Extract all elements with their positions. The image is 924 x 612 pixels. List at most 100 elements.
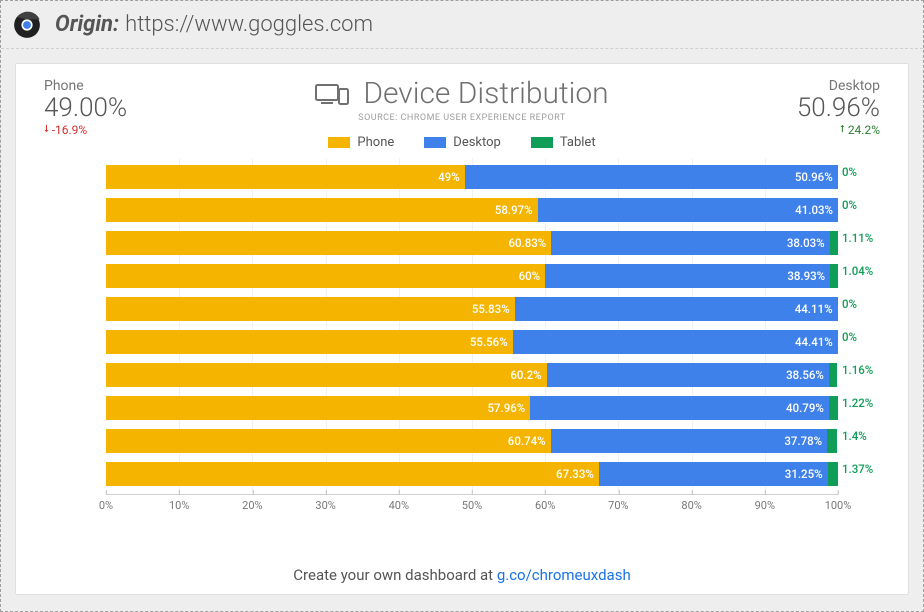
chart-row: Mar 201860.2%38.56%1.16% bbox=[106, 358, 838, 391]
x-tick: 60% bbox=[535, 495, 555, 512]
segment-desktop: 41.03% bbox=[538, 198, 838, 222]
x-tick: 80% bbox=[681, 495, 701, 512]
segment-label: 41.03% bbox=[795, 203, 833, 217]
arrow-up-icon: ⭡ bbox=[840, 124, 845, 135]
card-title-text: Device Distribution bbox=[363, 76, 608, 111]
bar-track: 60.74%37.78%1.4% bbox=[106, 429, 838, 453]
chart-row: May 201855.83%44.11%0% bbox=[106, 292, 838, 325]
segment-label: 60.74% bbox=[508, 434, 546, 448]
legend-item-desktop: Desktop bbox=[424, 135, 501, 150]
segment-tablet bbox=[830, 231, 838, 255]
segment-tablet bbox=[829, 396, 838, 420]
segment-label: 44.41% bbox=[795, 335, 833, 349]
origin-label: Origin: bbox=[55, 12, 119, 37]
segment-phone: 58.97% bbox=[106, 198, 538, 222]
segment-label: 60.83% bbox=[508, 236, 546, 250]
segment-phone: 49% bbox=[106, 165, 465, 189]
segment-tablet bbox=[827, 429, 837, 453]
x-tick: 30% bbox=[315, 495, 335, 512]
chart-row: Dec 201767.33%31.25%1.37% bbox=[106, 457, 838, 490]
bar-track: 58.97%41.03%0% bbox=[106, 198, 838, 222]
card-title: Device Distribution bbox=[315, 76, 608, 111]
segment-phone: 60.74% bbox=[106, 429, 551, 453]
devices-icon bbox=[315, 82, 349, 106]
x-tick: 50% bbox=[462, 495, 482, 512]
chart-row: Sep 201849%50.96%0% bbox=[106, 160, 838, 193]
segment-desktop: 50.96% bbox=[465, 165, 838, 189]
legend-item-tablet: Tablet bbox=[531, 135, 596, 150]
segment-desktop: 31.25% bbox=[599, 462, 828, 486]
bar-track: 49%50.96%0% bbox=[106, 165, 838, 189]
segment-label: 40.79% bbox=[786, 401, 824, 415]
legend-label: Tablet bbox=[560, 135, 596, 150]
chart-row: Jun 201860%38.93%1.04% bbox=[106, 259, 838, 292]
segment-label: 31.25% bbox=[785, 467, 823, 481]
chart-row: Jul 201860.83%38.03%1.11% bbox=[106, 226, 838, 259]
segment-phone: 55.56% bbox=[106, 330, 513, 354]
bar-track: 60.2%38.56%1.16% bbox=[106, 363, 838, 387]
footer-link[interactable]: g.co/chromeuxdash bbox=[497, 566, 631, 584]
segment-label: 49% bbox=[438, 170, 460, 184]
x-tick: 90% bbox=[755, 495, 775, 512]
chart-row: Jan 201860.74%37.78%1.4% bbox=[106, 424, 838, 457]
bar-track: 67.33%31.25%1.37% bbox=[106, 462, 838, 486]
tablet-out-label: 0% bbox=[842, 330, 882, 344]
segment-label: 67.33% bbox=[556, 467, 594, 481]
bar-track: 60%38.93%1.04% bbox=[106, 264, 838, 288]
segment-label: 38.56% bbox=[786, 368, 824, 382]
legend-swatch-phone bbox=[328, 137, 350, 148]
chrome-icon bbox=[13, 11, 41, 39]
tablet-out-label: 0% bbox=[842, 297, 882, 311]
chart-row: Feb 201857.96%40.79%1.22% bbox=[106, 391, 838, 424]
segment-desktop: 44.11% bbox=[515, 297, 838, 321]
segment-phone: 60% bbox=[106, 264, 545, 288]
segment-desktop: 38.93% bbox=[545, 264, 830, 288]
tablet-out-label: 1.04% bbox=[842, 264, 882, 278]
card-subtitle: SOURCE: CHROME USER EXPERIENCE REPORT bbox=[358, 113, 565, 123]
bar-track: 60.83%38.03%1.11% bbox=[106, 231, 838, 255]
segment-phone: 55.83% bbox=[106, 297, 515, 321]
tablet-out-label: 1.11% bbox=[842, 231, 882, 245]
segment-label: 55.56% bbox=[470, 335, 508, 349]
origin-bar: Origin: https://www.goggles.com bbox=[1, 1, 923, 49]
segment-label: 38.03% bbox=[787, 236, 825, 250]
segment-label: 57.96% bbox=[487, 401, 525, 415]
card-title-row: Device Distribution SOURCE: CHROME USER … bbox=[36, 76, 888, 123]
origin-url: https://www.goggles.com bbox=[125, 12, 373, 37]
legend-swatch-tablet bbox=[531, 137, 553, 148]
x-tick: 0% bbox=[99, 495, 113, 512]
segment-phone: 60.83% bbox=[106, 231, 551, 255]
segment-desktop: 40.79% bbox=[530, 396, 829, 420]
segment-label: 60% bbox=[519, 269, 541, 283]
chart: Sep 201849%50.96%0%Aug 201858.97%41.03%0… bbox=[36, 160, 888, 490]
footer-text: Create your own dashboard at bbox=[293, 566, 497, 584]
legend-label: Desktop bbox=[453, 135, 501, 150]
legend-label: Phone bbox=[357, 135, 394, 150]
bar-track: 55.56%44.41%0% bbox=[106, 330, 838, 354]
legend: Phone Desktop Tablet bbox=[36, 135, 888, 150]
x-tick: 20% bbox=[242, 495, 262, 512]
chart-rows: Sep 201849%50.96%0%Aug 201858.97%41.03%0… bbox=[106, 160, 838, 490]
segment-desktop: 38.03% bbox=[551, 231, 829, 255]
footer: Create your own dashboard at g.co/chrome… bbox=[16, 566, 908, 584]
arrow-down-icon: ⭣ bbox=[44, 124, 49, 135]
tablet-out-label: 1.22% bbox=[842, 396, 882, 410]
segment-phone: 60.2% bbox=[106, 363, 547, 387]
segment-label: 37.78% bbox=[784, 434, 822, 448]
tablet-out-label: 1.4% bbox=[842, 429, 882, 443]
chart-row: Apr 201855.56%44.41%0% bbox=[106, 325, 838, 358]
x-tick: 10% bbox=[169, 495, 189, 512]
legend-swatch-desktop bbox=[424, 137, 446, 148]
segment-label: 58.97% bbox=[495, 203, 533, 217]
segment-tablet bbox=[829, 363, 837, 387]
chart-row: Aug 201858.97%41.03%0% bbox=[106, 193, 838, 226]
report-frame: Origin: https://www.goggles.com Phone 49… bbox=[0, 0, 924, 612]
segment-label: 38.93% bbox=[787, 269, 825, 283]
segment-label: 50.96% bbox=[795, 170, 833, 184]
tablet-out-label: 0% bbox=[842, 198, 882, 212]
segment-phone: 67.33% bbox=[106, 462, 599, 486]
tablet-out-label: 1.16% bbox=[842, 363, 882, 377]
segment-desktop: 38.56% bbox=[547, 363, 829, 387]
segment-label: 55.83% bbox=[472, 302, 510, 316]
x-tick: 40% bbox=[389, 495, 409, 512]
